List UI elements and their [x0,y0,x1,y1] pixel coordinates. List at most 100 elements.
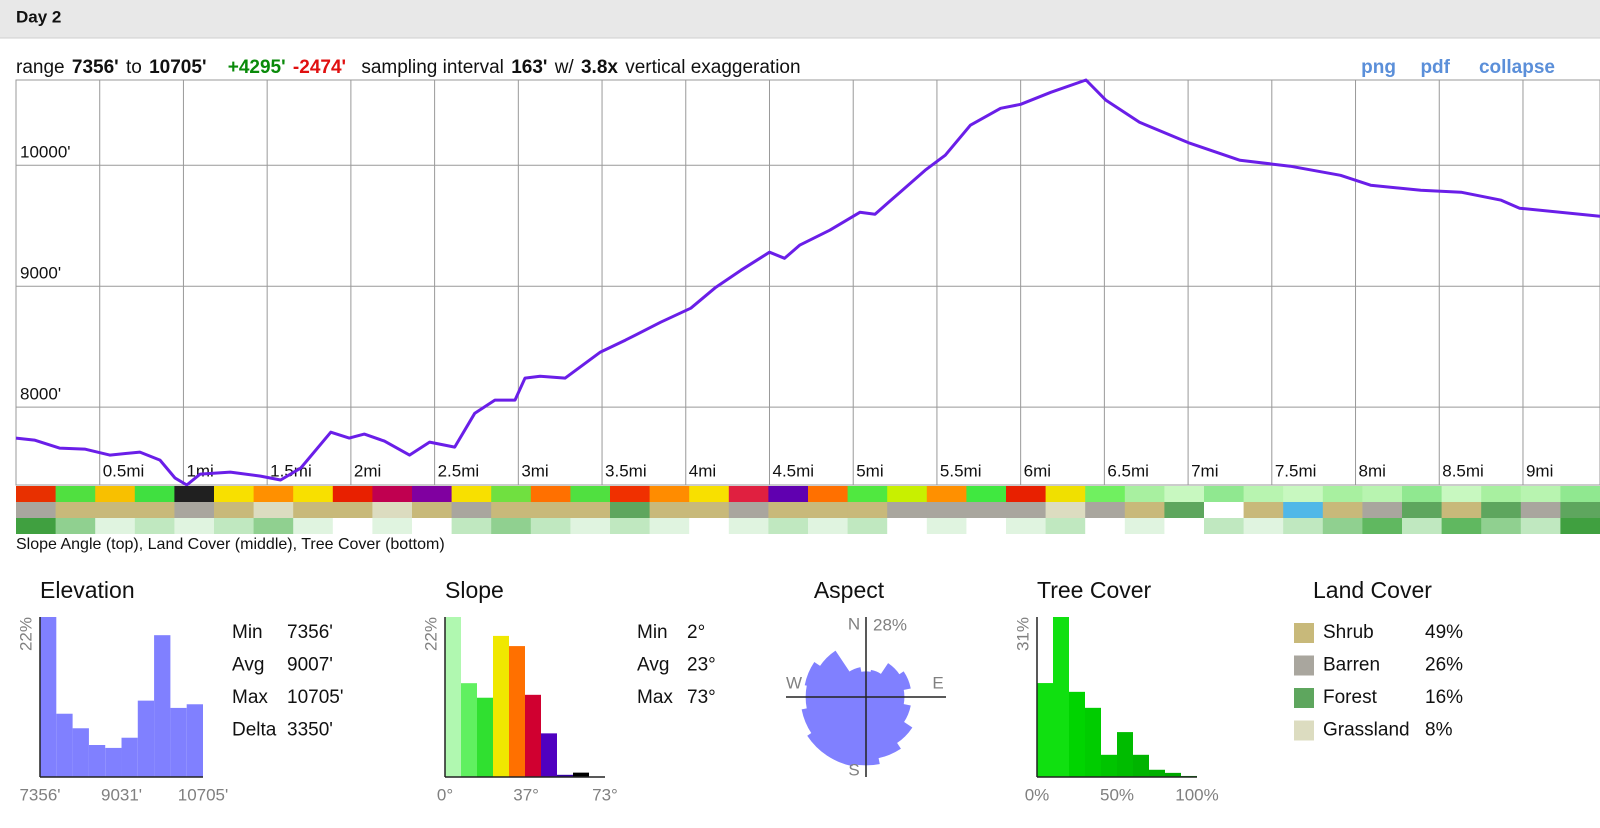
tree-cover-cell [1441,518,1482,534]
panel-title: Slope [445,577,504,603]
legend-name: Barren [1323,655,1380,676]
land-cover-cell [174,502,215,518]
slope-cell [570,486,611,502]
summary-value: 10705' [149,57,206,78]
land-cover-cell [610,502,651,518]
slope-cell [1283,486,1324,502]
aspect-wedge [848,667,867,698]
stat-label: Min [232,622,263,643]
land-cover-cell [1006,502,1047,518]
stat-value: 9007' [287,655,333,676]
png-link[interactable]: png [1361,57,1396,78]
histogram-bar [170,707,187,777]
x-tick-label: 0% [1025,785,1050,804]
slope-cell [610,486,651,502]
slope-cell [491,486,532,502]
y-tick-label: 22% [421,617,440,651]
land-cover-cell [1520,502,1561,518]
land-cover-cell [1322,502,1363,518]
histogram-bar [557,774,573,777]
x-tick-label: 8.5mi [1442,461,1484,480]
land-cover-cell [1243,502,1284,518]
slope-cell [1402,486,1443,502]
summary: range 7356' to 10705' +4295' -2474' samp… [16,57,801,78]
y-tick-label: 9000' [20,264,61,283]
tree-cover-cell [847,518,888,534]
histogram-bar [1037,683,1053,777]
slope-cell [768,486,809,502]
x-tick-label: 3mi [521,461,548,480]
histogram-bar [1165,772,1181,777]
land-cover-cell [1283,502,1324,518]
summary-value: 7356' [72,57,119,78]
tree-cover-cell [451,518,492,534]
land-cover-cell [1362,502,1403,518]
tree-cover-cell [412,518,453,534]
stat-value: 7356' [287,622,333,643]
histogram-bar [121,737,138,777]
collapse-link[interactable]: collapse [1479,57,1555,78]
land-cover-cell [491,502,532,518]
tree-cover-cell [926,518,967,534]
land-cover-cell [966,502,1007,518]
tree-cover-cell [1124,518,1165,534]
tree-cover-cell [1520,518,1561,534]
x-tick-label: 1mi [186,461,213,480]
legend-swatch [1294,623,1314,643]
histogram-bar [445,617,461,777]
histogram-bar [493,635,509,777]
header-bar [0,0,1600,38]
tree-cover-cell [95,518,136,534]
land-cover-cell [412,502,453,518]
histogram-bar [186,704,203,777]
stat-value: 73° [687,687,716,708]
x-tick-label: 4.5mi [772,461,814,480]
histogram-bar [1085,707,1101,777]
tree-cover-cell [966,518,1007,534]
slope-cell [926,486,967,502]
strip-caption: Slope Angle (top), Land Cover (middle), … [16,536,445,553]
pdf-link[interactable]: pdf [1420,57,1450,78]
land-cover-cell [55,502,96,518]
aspect-wedge [801,696,867,734]
slope-cell [1322,486,1363,502]
elevation-line [15,78,1600,487]
x-tick-label: 7.5mi [1275,461,1317,480]
x-tick-label: 7mi [1191,461,1218,480]
tree-cover-cell [1045,518,1086,534]
tree-cover-cell [372,518,413,534]
x-tick-label: 10705' [178,785,229,804]
histogram-bar [1133,754,1149,777]
legend-share: 8% [1425,720,1453,741]
x-tick-label: 50% [1100,785,1134,804]
histogram-bar [1149,769,1165,777]
slope-cell [530,486,571,502]
stat-value: 2° [687,622,705,643]
histogram-bar [1101,754,1117,777]
land-cover-cell [768,502,809,518]
land-cover-cell [451,502,492,518]
land-cover-cell [253,502,294,518]
aspect-wedge [807,696,867,756]
aspect-wedge [819,650,867,698]
tree-cover-cell [214,518,255,534]
panel-title: Aspect [814,577,885,603]
legend-name: Forest [1323,687,1378,708]
x-tick-label: 8mi [1359,461,1386,480]
direction-label: E [932,673,943,692]
tree-cover-cell [1402,518,1443,534]
tree-cover-cell [887,518,928,534]
tree-cover-cell [16,518,57,534]
slope-cell [55,486,96,502]
summary-gain: +4295' [228,57,286,78]
stat-label: Avg [637,655,669,676]
slope-cell [728,486,769,502]
tree-cover-cell [253,518,294,534]
tree-cover-cell [1283,518,1324,534]
slope-cell [95,486,136,502]
x-tick-label: 37° [513,785,539,804]
tree-cover-cell [134,518,175,534]
land-cover-cell [1560,502,1600,518]
slope-cell [1124,486,1165,502]
